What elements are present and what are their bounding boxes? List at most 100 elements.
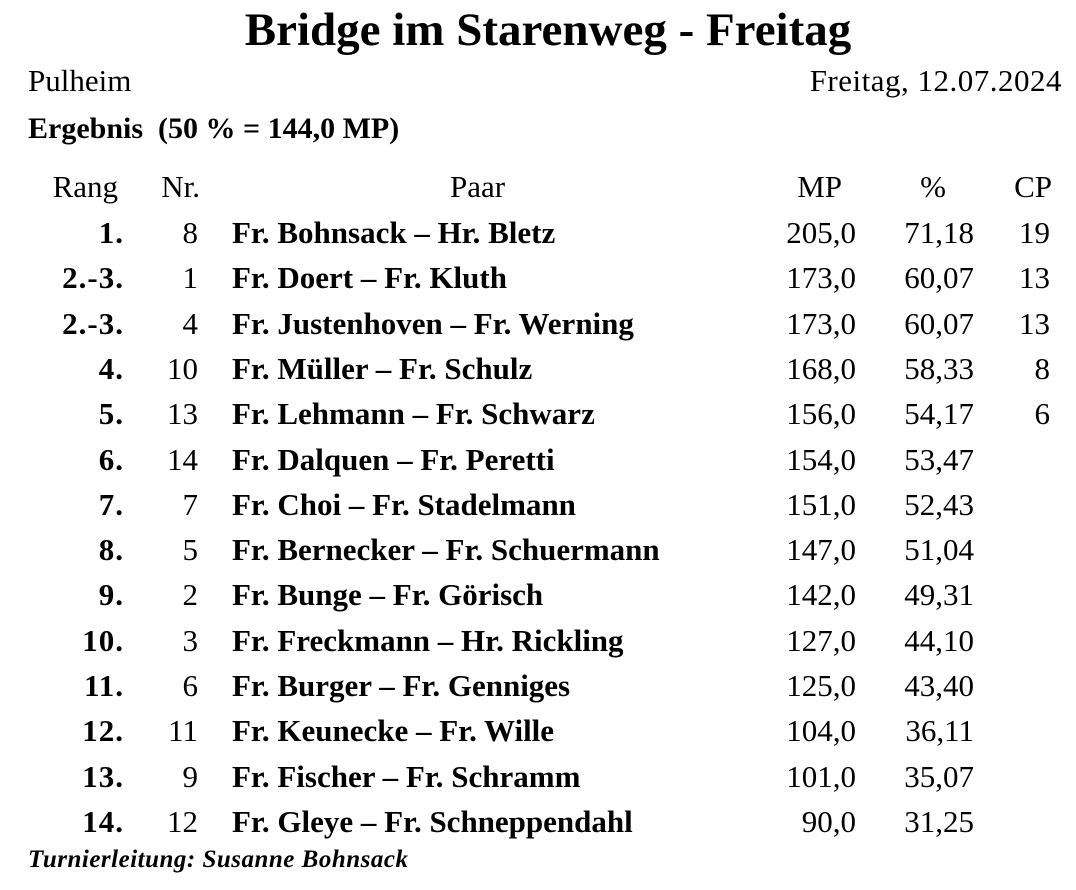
cell-rank: 5. — [98, 396, 124, 431]
cell-mp: 90,0 — [801, 804, 856, 839]
table-row: 1. 8 Fr. Bohnsack – Hr. Bletz 205,0 71,18 19 — [0, 210, 1076, 255]
cell-nr: 7 — [182, 487, 199, 522]
cell-percent: 44,10 — [904, 623, 974, 658]
cell-rank: 10. — [82, 623, 124, 658]
cell-percent: 60,07 — [904, 306, 974, 341]
cell-pair: Fr. Doert – Fr. Kluth — [232, 260, 507, 295]
cell-rank: 12. — [82, 713, 124, 748]
column-header-rank: Rang — [52, 169, 118, 204]
cell-nr: 6 — [182, 668, 199, 703]
page-title: Bridge im Starenweg - Freitag — [244, 4, 852, 56]
tournament-director: Turnierleitung: Susanne Bohnsack — [28, 846, 409, 873]
column-header-cp: CP — [1014, 169, 1052, 204]
table-row: 10. 3 Fr. Freckmann – Hr. Rickling 127,0 44,… — [0, 618, 1076, 663]
cell-nr: 9 — [182, 759, 199, 794]
cell-rank: 9. — [98, 577, 124, 612]
result-summary: Ergebnis (50 % = 144,0 MP) — [28, 112, 400, 145]
cell-percent: 36,11 — [905, 713, 974, 748]
cell-nr: 3 — [182, 623, 199, 658]
location-label: Pulheim — [28, 63, 132, 98]
cell-pair: Fr. Choi – Fr. Stadelmann — [232, 487, 576, 522]
column-header-pair: Paar — [450, 169, 506, 204]
table-row: 8. 5 Fr. Bernecker – Fr. Schuermann 147,0 51… — [0, 527, 1076, 572]
cell-rank: 2.-3. — [62, 260, 124, 295]
cell-percent: 53,47 — [904, 442, 974, 477]
cell-nr: 8 — [182, 215, 199, 250]
cell-mp: 127,0 — [786, 623, 856, 658]
cell-pair: Fr. Keunecke – Fr. Wille — [232, 713, 555, 748]
cell-nr: 13 — [167, 396, 198, 431]
cell-pair: Fr. Fischer – Fr. Schramm — [232, 759, 581, 794]
cell-rank: 4. — [98, 351, 124, 386]
cell-mp: 173,0 — [786, 306, 856, 341]
cell-nr: 5 — [182, 532, 199, 567]
table-row: 13. 9 Fr. Fischer – Fr. Schramm 101,0 35,07 — [0, 754, 1076, 799]
table-row: 2.-3. 4 Fr. Justenhoven – Fr. Werning 173,0… — [0, 301, 1076, 346]
cell-pair: Fr. Justenhoven – Fr. Werning — [232, 306, 634, 341]
cell-cp: 13 — [1019, 306, 1050, 341]
cell-mp: 104,0 — [786, 713, 856, 748]
cell-nr: 2 — [182, 577, 199, 612]
cell-percent: 31,25 — [904, 804, 974, 839]
cell-cp: 13 — [1019, 260, 1050, 295]
cell-mp: 154,0 — [786, 442, 856, 477]
cell-pair: Fr. Bunge – Fr. Görisch — [232, 577, 544, 612]
table-row: 12. 11 Fr. Keunecke – Fr. Wille 104,0 36,11 — [0, 708, 1076, 753]
cell-rank: 13. — [82, 759, 124, 794]
cell-rank: 1. — [98, 215, 124, 250]
cell-nr: 11 — [168, 713, 198, 748]
table-header: Rang Nr. Paar MP % CP — [0, 164, 1076, 209]
cell-nr: 4 — [182, 306, 199, 341]
column-header-mp: MP — [797, 169, 842, 204]
cell-nr: 14 — [167, 442, 198, 477]
cell-percent: 51,04 — [904, 532, 974, 567]
table-row: 5. 13 Fr. Lehmann – Fr. Schwarz 156,0 54,17 6 — [0, 391, 1076, 436]
table-row: 9. 2 Fr. Bunge – Fr. Görisch 142,0 49,31 — [0, 572, 1076, 617]
cell-pair: Fr. Bohnsack – Hr. Bletz — [232, 215, 556, 250]
cell-rank: 11. — [83, 668, 124, 703]
table-row: 7. 7 Fr. Choi – Fr. Stadelmann 151,0 52,43 — [0, 482, 1076, 527]
cell-mp: 156,0 — [786, 396, 856, 431]
cell-cp: 8 — [1034, 351, 1051, 386]
cell-pair: Fr. Gleye – Fr. Schneppendahl — [232, 804, 633, 839]
cell-pair: Fr. Dalquen – Fr. Peretti — [232, 442, 555, 477]
cell-rank: 2.-3. — [62, 306, 124, 341]
cell-pair: Fr. Lehmann – Fr. Schwarz — [232, 396, 595, 431]
cell-rank: 14. — [82, 804, 124, 839]
table-row: 2.-3. 1 Fr. Doert – Fr. Kluth 173,0 60,07 13 — [0, 255, 1076, 300]
cell-mp: 125,0 — [786, 668, 856, 703]
table-row: 4. 10 Fr. Müller – Fr. Schulz 168,0 58,33 8 — [0, 346, 1076, 391]
cell-mp: 142,0 — [786, 577, 856, 612]
cell-percent: 54,17 — [904, 396, 974, 431]
cell-nr: 1 — [182, 260, 199, 295]
cell-mp: 151,0 — [786, 487, 856, 522]
cell-percent: 58,33 — [904, 351, 974, 386]
cell-rank: 7. — [98, 487, 124, 522]
cell-percent: 60,07 — [904, 260, 974, 295]
cell-percent: 52,43 — [904, 487, 974, 522]
cell-pair: Fr. Freckmann – Hr. Rickling — [232, 623, 624, 658]
cell-percent: 35,07 — [904, 759, 974, 794]
cell-mp: 147,0 — [786, 532, 856, 567]
cell-nr: 10 — [167, 351, 198, 386]
cell-cp: 19 — [1019, 215, 1050, 250]
cell-percent: 71,18 — [904, 215, 974, 250]
cell-mp: 205,0 — [786, 215, 856, 250]
cell-percent: 43,40 — [904, 668, 974, 703]
cell-pair: Fr. Bernecker – Fr. Schuermann — [232, 532, 660, 567]
table-row: 14. 12 Fr. Gleye – Fr. Schneppendahl 90,0 31… — [0, 799, 1076, 844]
cell-pair: Fr. Müller – Fr. Schulz — [232, 351, 533, 386]
column-header-percent: % — [920, 169, 946, 204]
column-header-nr: Nr. — [161, 169, 200, 204]
table-row: 11. 6 Fr. Burger – Fr. Genniges 125,0 43,40 — [0, 663, 1076, 708]
cell-rank: 8. — [98, 532, 124, 567]
table-row: 6. 14 Fr. Dalquen – Fr. Peretti 154,0 53,47 — [0, 437, 1076, 482]
cell-pair: Fr. Burger – Fr. Genniges — [232, 668, 571, 703]
cell-percent: 49,31 — [904, 577, 974, 612]
cell-cp: 6 — [1034, 396, 1051, 431]
cell-mp: 168,0 — [786, 351, 856, 386]
cell-mp: 101,0 — [786, 759, 856, 794]
cell-nr: 12 — [167, 804, 198, 839]
cell-mp: 173,0 — [786, 260, 856, 295]
date-label: Freitag, 12.07.2024 — [809, 63, 1062, 98]
